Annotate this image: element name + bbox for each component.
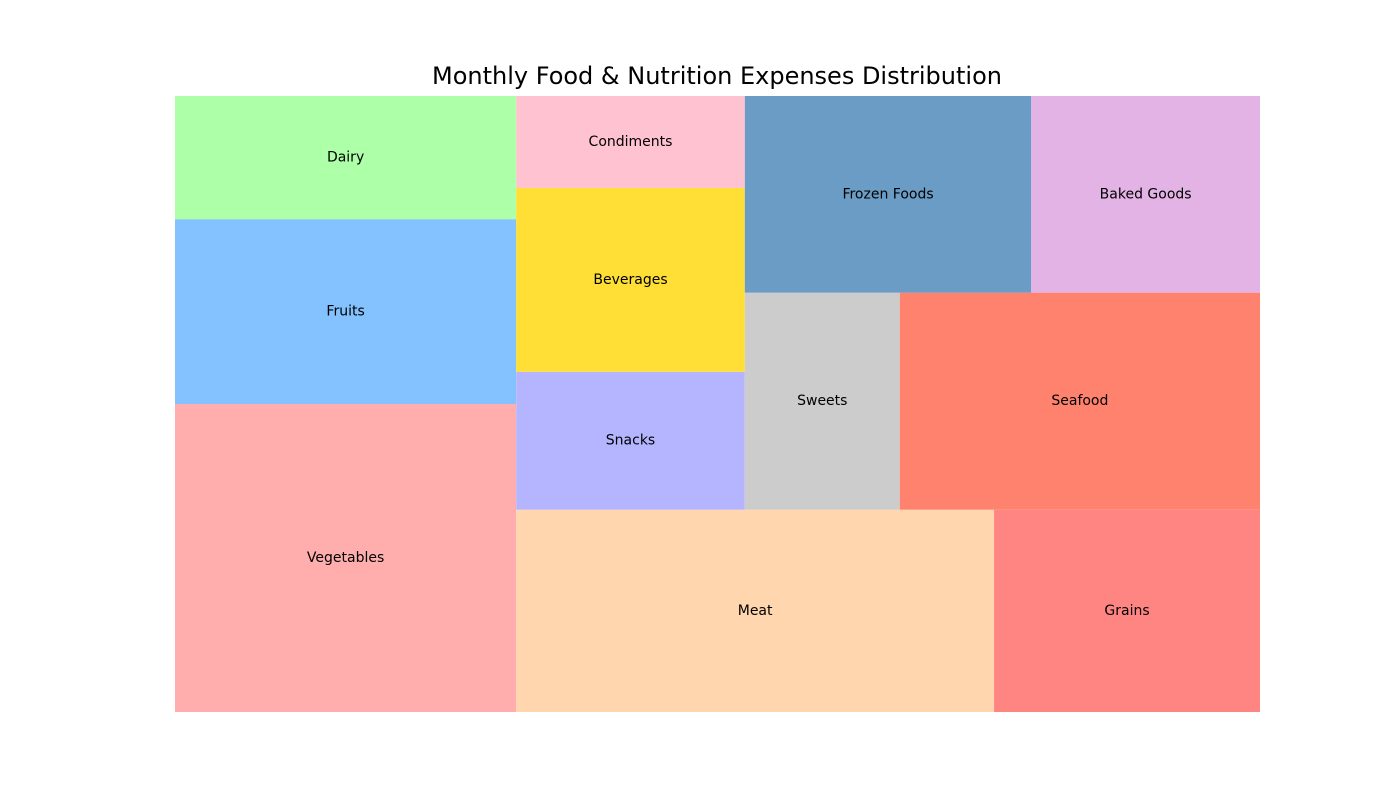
tile-label: Dairy	[327, 150, 364, 166]
tile-rect	[899, 292, 1260, 510]
tile-baked-goods: Baked Goods	[1031, 96, 1260, 293]
tile-label: Grains	[1104, 603, 1149, 619]
tile-dairy: Dairy	[175, 96, 517, 220]
tile-frozen-foods: Frozen Foods	[744, 96, 1032, 293]
tile-vegetables: Vegetables	[175, 404, 517, 712]
tile-rect	[516, 509, 995, 712]
tile-label: Sweets	[797, 393, 847, 409]
tile-rect	[175, 219, 517, 404]
tile-label: Vegetables	[307, 550, 384, 566]
tile-condiments: Condiments	[516, 96, 745, 188]
tile-label: Frozen Foods	[842, 186, 933, 202]
tile-rect	[994, 509, 1260, 712]
tile-label: Seafood	[1051, 393, 1108, 409]
tile-fruits: Fruits	[175, 219, 517, 404]
tile-rect	[744, 292, 900, 510]
tile-rect	[516, 96, 745, 188]
tile-seafood: Seafood	[899, 292, 1260, 510]
tile-label: Beverages	[593, 272, 667, 288]
tile-label: Meat	[738, 603, 773, 619]
tile-rect	[1031, 96, 1260, 293]
tile-snacks: Snacks	[516, 371, 745, 510]
tile-rect	[744, 96, 1032, 293]
tile-label: Baked Goods	[1100, 186, 1192, 202]
tile-rect	[516, 371, 745, 510]
tile-meat: Meat	[516, 509, 995, 712]
chart-title: Monthly Food & Nutrition Expenses Distri…	[432, 62, 1002, 90]
tile-beverages: Beverages	[516, 187, 745, 372]
tile-label: Condiments	[589, 134, 673, 150]
tile-rect	[175, 96, 517, 220]
tile-sweets: Sweets	[744, 292, 900, 510]
tile-rect	[175, 404, 517, 712]
tile-label: Snacks	[606, 433, 655, 449]
tile-rect	[516, 187, 745, 372]
tile-grains: Grains	[994, 509, 1260, 712]
tile-label: Fruits	[326, 304, 364, 320]
